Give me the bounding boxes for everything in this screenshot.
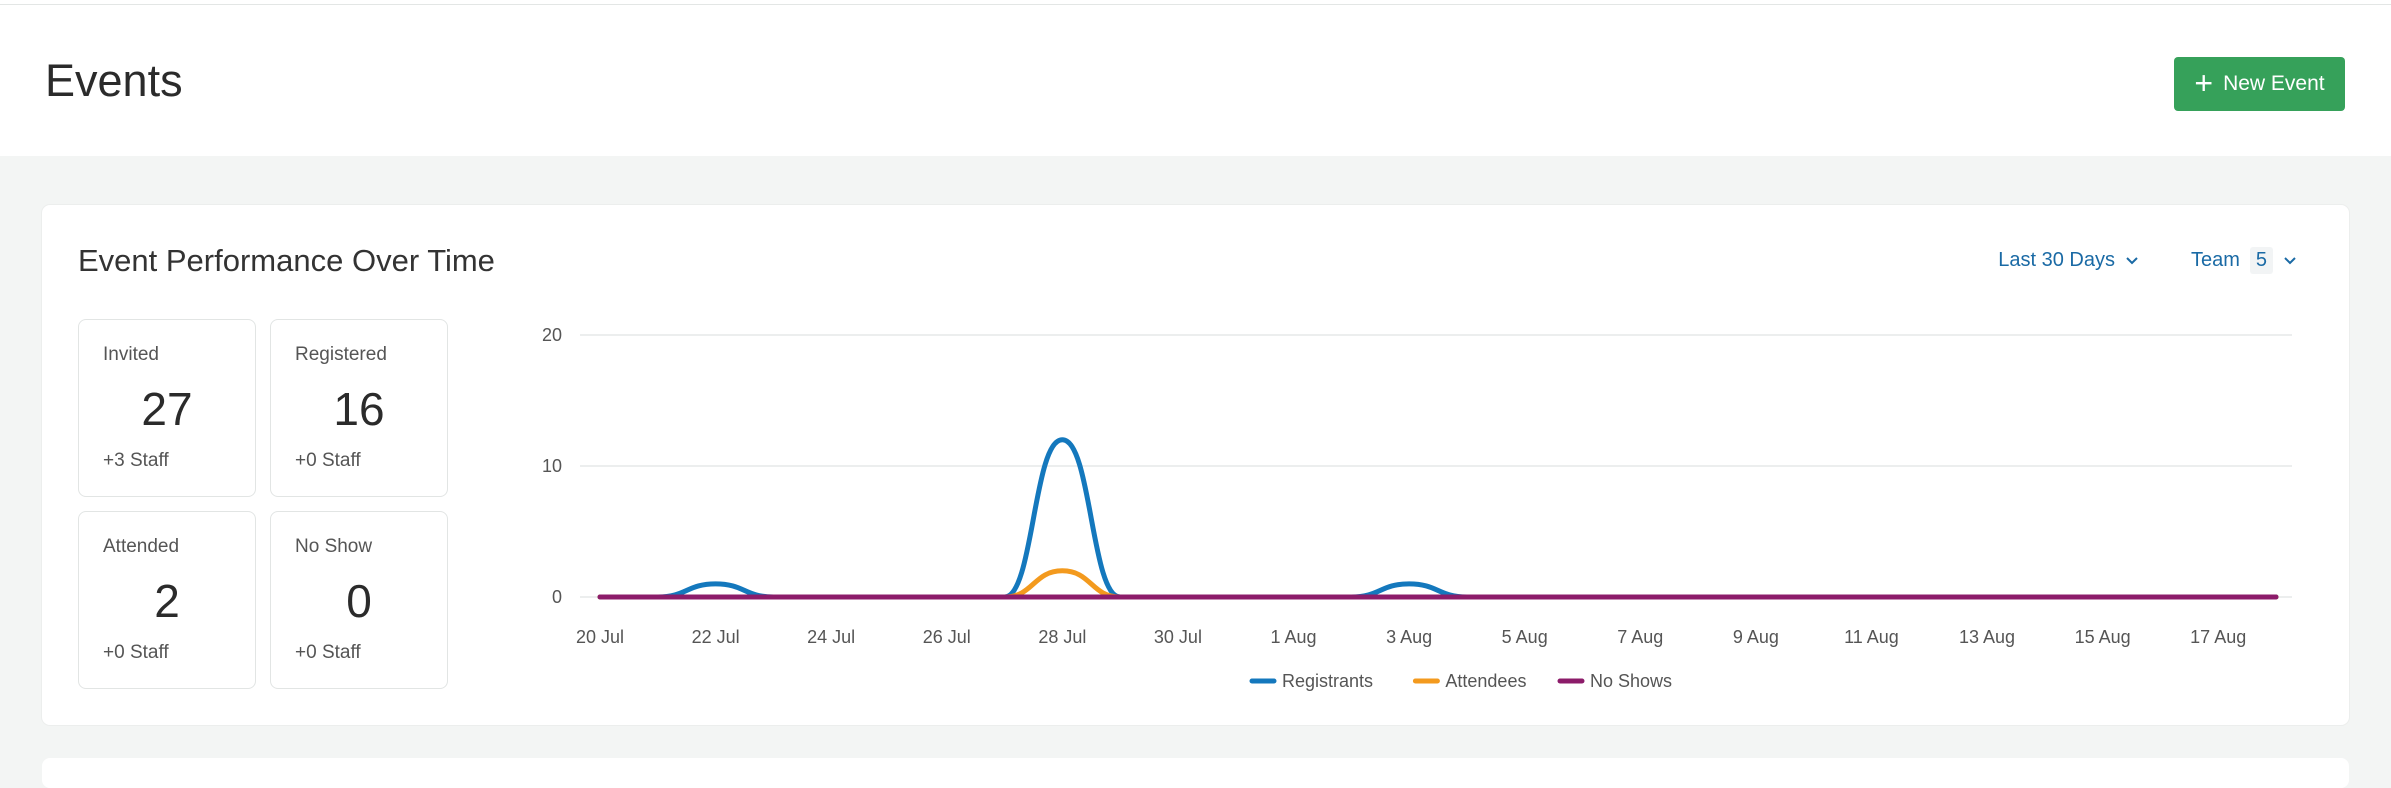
x-tick-label: 7 Aug: [1617, 627, 1663, 647]
stat-card-registered: Registered 16 +0 Staff: [270, 319, 448, 497]
event-performance-card: Event Performance Over Time Last 30 Days…: [42, 205, 2349, 725]
legend-label: Attendees: [1445, 671, 1526, 691]
chart-container: 0 10 20 20 Jul 22 Jul 24 Jul 26 Jul 28 Jul 30 Ju…: [482, 305, 2342, 705]
x-tick-label: 30 Jul: [1154, 627, 1202, 647]
x-tick-label: 11 Aug: [1844, 627, 1899, 647]
stat-value: 27: [141, 383, 193, 435]
stat-label: Attended: [103, 536, 180, 557]
stat-value: 2: [154, 575, 180, 627]
new-event-button[interactable]: + New Event: [2174, 57, 2345, 111]
team-count-badge: 5: [2249, 247, 2273, 274]
stat-value: 16: [333, 383, 385, 435]
stats-grid: Invited 27 +3 Staff Registered 16 +0 Sta…: [78, 319, 448, 689]
next-card-edge: [42, 758, 2349, 788]
y-tick-label: 10: [542, 456, 562, 476]
x-tick-label: 17 Aug: [2190, 627, 2246, 647]
y-tick-label: 0: [552, 587, 562, 607]
card-title: Event Performance Over Time: [78, 243, 495, 278]
legend-label: Registrants: [1282, 671, 1373, 691]
top-border: [0, 0, 2391, 5]
x-tick-label: 5 Aug: [1502, 627, 1548, 647]
team-label: Team: [2190, 249, 2240, 271]
chart-filters: Last 30 Days Team 5: [1998, 247, 2297, 274]
page-title: Events: [45, 55, 183, 106]
performance-chart: 0 10 20 20 Jul 22 Jul 24 Jul 26 Jul 28 Jul 30 Ju…: [542, 325, 2292, 691]
x-tick-label: 3 Aug: [1386, 627, 1432, 647]
page-header: Events + New Event: [0, 5, 2391, 156]
stat-card-invited: Invited 27 +3 Staff: [78, 319, 256, 497]
x-tick-label: 13 Aug: [1959, 627, 2015, 647]
chevron-down-icon: [2126, 256, 2138, 264]
stat-sub: +0 Staff: [295, 642, 361, 663]
x-tick-label: 28 Jul: [1038, 627, 1086, 647]
stat-sub: +0 Staff: [103, 642, 169, 663]
stat-sub: +3 Staff: [103, 450, 169, 471]
date-range-dropdown[interactable]: Last 30 Days: [1998, 249, 2139, 272]
stat-sub: +0 Staff: [295, 450, 361, 471]
x-tick-label: 22 Jul: [692, 627, 740, 647]
chevron-down-icon: [2284, 256, 2296, 264]
x-tick-label: 20 Jul: [576, 627, 624, 647]
x-tick-label: 24 Jul: [807, 627, 855, 647]
x-tick-label: 15 Aug: [2075, 627, 2131, 647]
team-dropdown[interactable]: Team 5: [2191, 247, 2297, 274]
x-tick-label: 26 Jul: [923, 627, 971, 647]
new-event-label: New Event: [2223, 72, 2325, 95]
y-tick-label: 20: [542, 325, 562, 345]
stat-label: Invited: [103, 344, 159, 365]
x-tick-label: 1 Aug: [1270, 627, 1316, 647]
stat-card-no-show: No Show 0 +0 Staff: [270, 511, 448, 689]
legend-label: No Shows: [1590, 671, 1672, 691]
stat-label: No Show: [295, 536, 373, 557]
series-line-registrants: [597, 437, 2279, 600]
x-tick-label: 9 Aug: [1733, 627, 1779, 647]
stat-card-attended: Attended 2 +0 Staff: [78, 511, 256, 689]
stat-value: 0: [346, 575, 372, 627]
plus-icon: +: [2194, 64, 2214, 101]
stat-label: Registered: [295, 344, 387, 365]
date-range-label: Last 30 Days: [1998, 249, 2115, 271]
